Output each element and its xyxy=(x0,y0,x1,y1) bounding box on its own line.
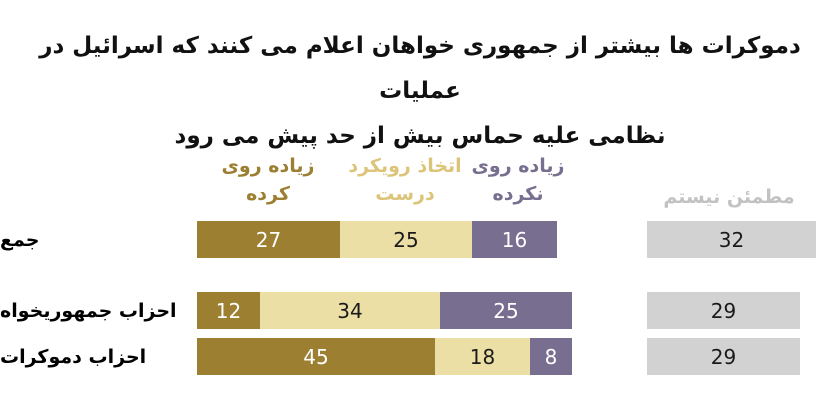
chart-title-line2: نظامی علیه حماس بیش از حد پیش می رود xyxy=(174,123,666,149)
legend-label-not-gone-too-far: زیاده روی نکرده xyxy=(472,152,565,208)
row-label-0: جمع xyxy=(0,228,40,251)
bar-segment-not-sure: 32 xyxy=(647,221,816,258)
legend-label-line: اتخاذ رویکرد xyxy=(348,155,462,177)
bar-segment-not-gone-too-far: 25 xyxy=(440,292,572,329)
segment-value: 27 xyxy=(255,227,282,252)
segment-value: 18 xyxy=(469,344,496,369)
row-label-1: احزاب جمهوریخواه xyxy=(0,299,177,322)
bar-segment-right-approach: 18 xyxy=(435,338,530,375)
legend-label-line: کرده xyxy=(246,183,290,205)
row-label-2: احزاب دموکرات xyxy=(0,345,147,368)
legend-label-not-sure: مطمئن نیستم xyxy=(663,183,794,211)
segment-value: 29 xyxy=(710,344,737,369)
legend-label-line: زیاده روی xyxy=(221,155,315,177)
bar-segment-not-sure: 29 xyxy=(647,338,800,375)
segment-value: 29 xyxy=(710,298,737,323)
legend-label-line: نکرده xyxy=(492,183,544,205)
segment-value: 25 xyxy=(393,227,419,252)
bar-segment-gone-too-far: 27 xyxy=(197,221,340,258)
legend-label-line: زیاده روی xyxy=(471,155,565,177)
bar-segment-gone-too-far: 45 xyxy=(197,338,435,375)
segment-value: 16 xyxy=(501,227,528,252)
segment-value: 8 xyxy=(544,344,558,369)
legend-label-line: درست xyxy=(375,183,435,205)
segment-value: 32 xyxy=(718,227,745,252)
segment-value: 25 xyxy=(493,298,519,323)
legend-label-gone-too-far: زیاده روی کرده xyxy=(222,152,315,208)
legend-label-line: مطمئن نیستم xyxy=(663,186,795,208)
bar-row-2: 45 18 8 xyxy=(197,338,572,375)
bar-segment-not-gone-too-far: 16 xyxy=(472,221,557,258)
bar-segment-gone-too-far: 12 xyxy=(197,292,260,329)
segment-value: 12 xyxy=(215,298,242,323)
chart-title: دموکرات ها بیشتر از جمهوری خواهان اعلام … xyxy=(0,24,840,159)
bar-segment-not-gone-too-far: 8 xyxy=(530,338,572,375)
bar-row-0: 27 25 16 xyxy=(197,221,557,258)
segment-value: 34 xyxy=(337,298,363,323)
bar-segment-right-approach: 34 xyxy=(260,292,440,329)
segment-value: 45 xyxy=(303,344,329,369)
bar-segment-right-approach: 25 xyxy=(340,221,472,258)
bar-segment-not-sure: 29 xyxy=(647,292,800,329)
bar-row-1: 12 34 25 xyxy=(197,292,572,329)
chart-title-line1: دموکرات ها بیشتر از جمهوری خواهان اعلام … xyxy=(39,33,801,104)
legend-label-right-approach: اتخاذ رویکرد درست xyxy=(348,152,461,208)
